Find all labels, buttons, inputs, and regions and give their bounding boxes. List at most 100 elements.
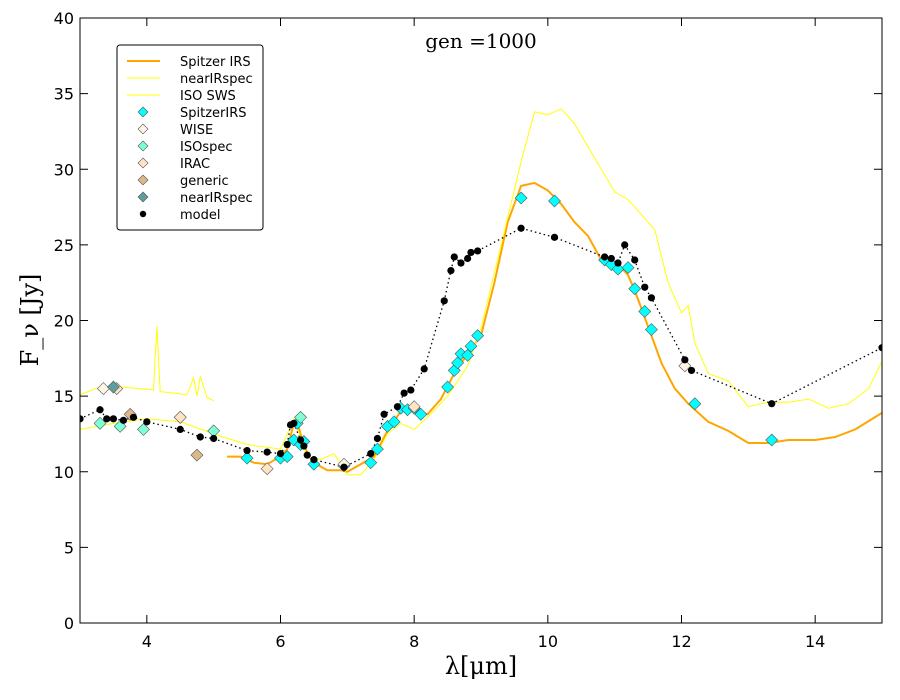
point-model-33 [467, 248, 475, 257]
point-spitzerirs-10 [370, 442, 384, 456]
point-isospec-0 [93, 416, 107, 430]
legend-spitzer-irs-0-label: Spitzer IRS [180, 55, 251, 70]
y-tick-label-5: 5 [64, 538, 74, 557]
x-tick-label-14: 14 [805, 632, 825, 651]
legend-spitzerirs-3-label: SpitzerIRS [180, 106, 247, 121]
legend-spitzerirs-3-swatch [137, 106, 149, 118]
point-model-0 [80, 415, 84, 423]
point-model-10 [243, 446, 251, 455]
point-spitzerirs-12 [387, 415, 401, 429]
x-tick-label-6: 6 [275, 632, 285, 651]
legend-isospec-5-swatch [137, 140, 149, 152]
y-axis-title: F_ν [Jy] [16, 274, 44, 367]
point-model-43 [647, 294, 656, 302]
point-model-28 [440, 297, 448, 305]
y-tick-label-40: 40 [54, 9, 74, 28]
x-tick-label-4: 4 [142, 632, 152, 651]
point-irac-1 [173, 410, 187, 424]
x-tick-label-8: 8 [409, 632, 419, 651]
legend-model-9-swatch [139, 210, 147, 218]
point-irac-2 [260, 462, 274, 476]
legend-iso-sws-2-label: ISO SWS [180, 89, 236, 104]
point-model-32 [464, 254, 472, 263]
y-tick-label-0: 0 [64, 614, 74, 633]
legend-irac-6-label: IRAC [180, 157, 210, 172]
point-model-34 [474, 247, 482, 255]
x-tick-label-12: 12 [671, 632, 691, 651]
legend-model-9-label: model [180, 208, 220, 223]
y-tick-label-20: 20 [54, 312, 74, 331]
point-isospec-2 [137, 422, 150, 436]
point-isospec-5 [294, 410, 307, 424]
point-model-3 [109, 415, 118, 423]
legend-wise-4-swatch [137, 123, 149, 135]
point-model-31 [457, 259, 465, 267]
point-spitzerirs-17 [441, 380, 455, 394]
point-model-45 [687, 366, 696, 375]
point-model-27 [420, 365, 428, 373]
point-model-6 [143, 418, 151, 426]
y-tick-label-25: 25 [54, 236, 74, 255]
point-model-7 [176, 425, 184, 433]
point-generic-1 [190, 448, 204, 462]
point-model-18 [303, 451, 311, 459]
legend-nearirspec-1-label: nearIRspec [180, 72, 253, 87]
point-model-26 [407, 386, 415, 394]
legend-irac-6-swatch [137, 157, 149, 169]
point-model-2 [103, 415, 111, 423]
point-model-46 [768, 400, 776, 408]
point-spitzerirs-0 [240, 451, 254, 465]
point-spitzerirs-32 [645, 323, 658, 336]
point-model-1 [96, 406, 104, 414]
point-model-20 [340, 463, 348, 471]
point-model-22 [373, 434, 382, 443]
x-tick-label-10: 10 [538, 632, 558, 651]
point-model-12 [276, 450, 285, 458]
point-model-24 [393, 403, 402, 411]
point-model-13 [283, 440, 291, 449]
point-spitzerirs-9 [364, 456, 378, 470]
point-spitzerirs-33 [688, 397, 702, 411]
y-tick-label-30: 30 [54, 160, 74, 179]
point-model-39 [614, 259, 622, 267]
point-model-47 [878, 344, 882, 352]
point-model-44 [681, 356, 689, 364]
series-line-nearirspec [80, 326, 214, 402]
point-model-41 [631, 256, 639, 264]
y-tick-label-10: 10 [54, 463, 74, 482]
point-model-29 [447, 266, 455, 275]
series-layer [80, 108, 882, 476]
point-model-42 [641, 283, 649, 291]
point-model-9 [210, 434, 218, 443]
chart-title: gen =1000 [425, 29, 537, 53]
point-spitzerirs-24 [514, 191, 528, 205]
point-model-25 [400, 389, 408, 397]
point-spitzerirs-28 [611, 262, 625, 276]
legend-generic-7-label: generic [180, 174, 229, 189]
point-spitzerirs-16 [414, 407, 428, 421]
point-wise-2 [678, 359, 692, 373]
point-model-23 [380, 410, 388, 418]
point-model-36 [550, 233, 559, 241]
point-model-5 [129, 413, 138, 421]
legend-nearirspec-8-label: nearIRspec [180, 191, 253, 206]
legend-box [116, 44, 264, 231]
point-model-21 [367, 450, 375, 458]
x-axis-title: λ[μm] [445, 652, 517, 680]
point-model-40 [621, 241, 629, 249]
legend-generic-7-swatch [137, 174, 149, 186]
series-group [80, 108, 882, 476]
point-model-30 [450, 253, 458, 261]
point-spitzerirs-31 [638, 305, 652, 318]
point-wise-0 [96, 382, 110, 395]
point-model-38 [607, 254, 615, 263]
point-spitzerirs-23 [471, 329, 485, 343]
point-model-11 [263, 448, 271, 456]
legend-wise-4-label: WISE [180, 123, 213, 138]
y-tick-label-35: 35 [54, 85, 74, 104]
point-model-8 [196, 433, 204, 441]
point-spitzerirs-30 [628, 282, 642, 296]
point-spitzerirs-34 [765, 433, 779, 447]
point-nearirspec-0 [106, 380, 120, 394]
